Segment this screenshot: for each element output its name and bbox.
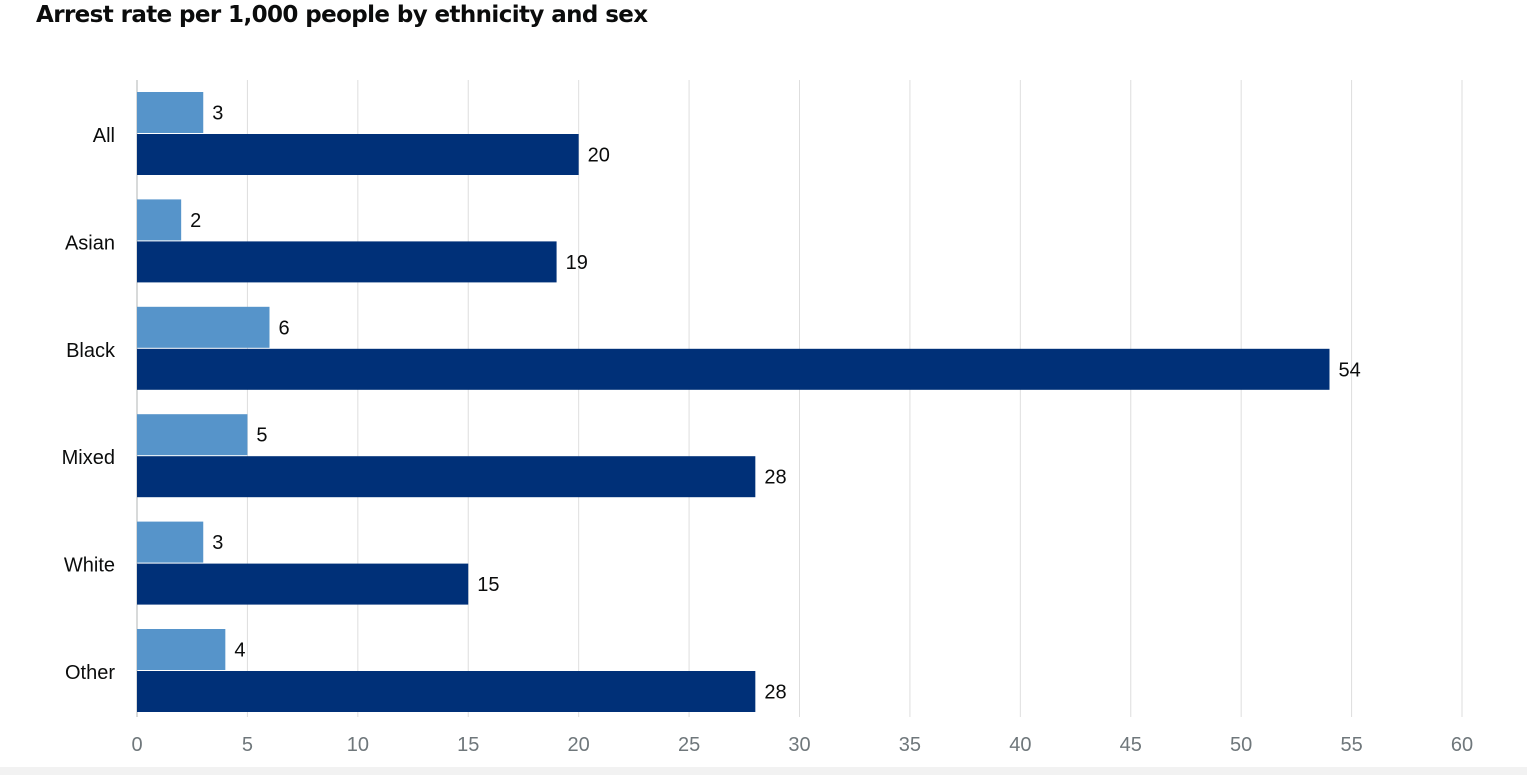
x-tick-label: 40	[1009, 734, 1031, 756]
chart-title: Arrest rate per 1,000 people by ethnicit…	[36, 2, 648, 28]
data-label: 28	[764, 467, 786, 489]
data-label: 15	[477, 574, 499, 596]
grid-lines	[136, 80, 1463, 717]
x-tick-label: 0	[131, 734, 142, 756]
category-labels: All Asian Black Mixed White Other	[62, 125, 116, 684]
data-label: 2	[190, 210, 201, 232]
category-label: All	[93, 125, 115, 147]
x-tick-label: 55	[1340, 734, 1362, 756]
x-tick-label: 10	[347, 734, 369, 756]
bar	[137, 241, 557, 283]
bar	[137, 92, 204, 133]
x-tick-label: 35	[899, 734, 921, 756]
bar	[137, 671, 756, 712]
bar	[137, 199, 182, 241]
bar	[137, 306, 270, 348]
bar	[137, 414, 248, 456]
x-tick-label: 45	[1120, 734, 1142, 756]
data-label: 3	[212, 103, 223, 125]
x-tick-label: 5	[242, 734, 253, 756]
bar	[137, 456, 756, 498]
x-tick-label: 20	[568, 734, 590, 756]
data-label: 3	[212, 532, 223, 554]
category-label: Mixed	[62, 447, 115, 469]
category-label: Asian	[65, 232, 115, 254]
bars	[137, 92, 1330, 712]
footer-band	[0, 767, 1527, 775]
x-tick-label: 60	[1451, 734, 1473, 756]
data-label: 20	[588, 145, 610, 167]
bar	[137, 521, 204, 563]
data-label: 5	[256, 425, 267, 447]
x-tick-label: 15	[457, 734, 479, 756]
x-axis-tick-labels: 0 5 10 15 20 25 30 35 40 45 50 55 60	[131, 734, 1473, 756]
data-labels: 3 20 2 19 6 54 5 28 3 15 4 28	[190, 103, 1361, 704]
data-label: 6	[279, 317, 290, 339]
bar	[137, 134, 579, 175]
data-label: 19	[566, 252, 588, 274]
bar	[137, 629, 226, 670]
category-label: Other	[65, 662, 115, 684]
data-label: 28	[764, 682, 786, 704]
x-tick-label: 50	[1230, 734, 1252, 756]
category-label: Black	[66, 340, 116, 362]
data-label: 54	[1339, 359, 1361, 381]
x-tick-label: 25	[678, 734, 700, 756]
data-label: 4	[234, 640, 245, 662]
x-tick-label: 30	[788, 734, 810, 756]
bar	[137, 563, 469, 605]
category-label: White	[64, 555, 115, 577]
bar	[137, 348, 1330, 390]
